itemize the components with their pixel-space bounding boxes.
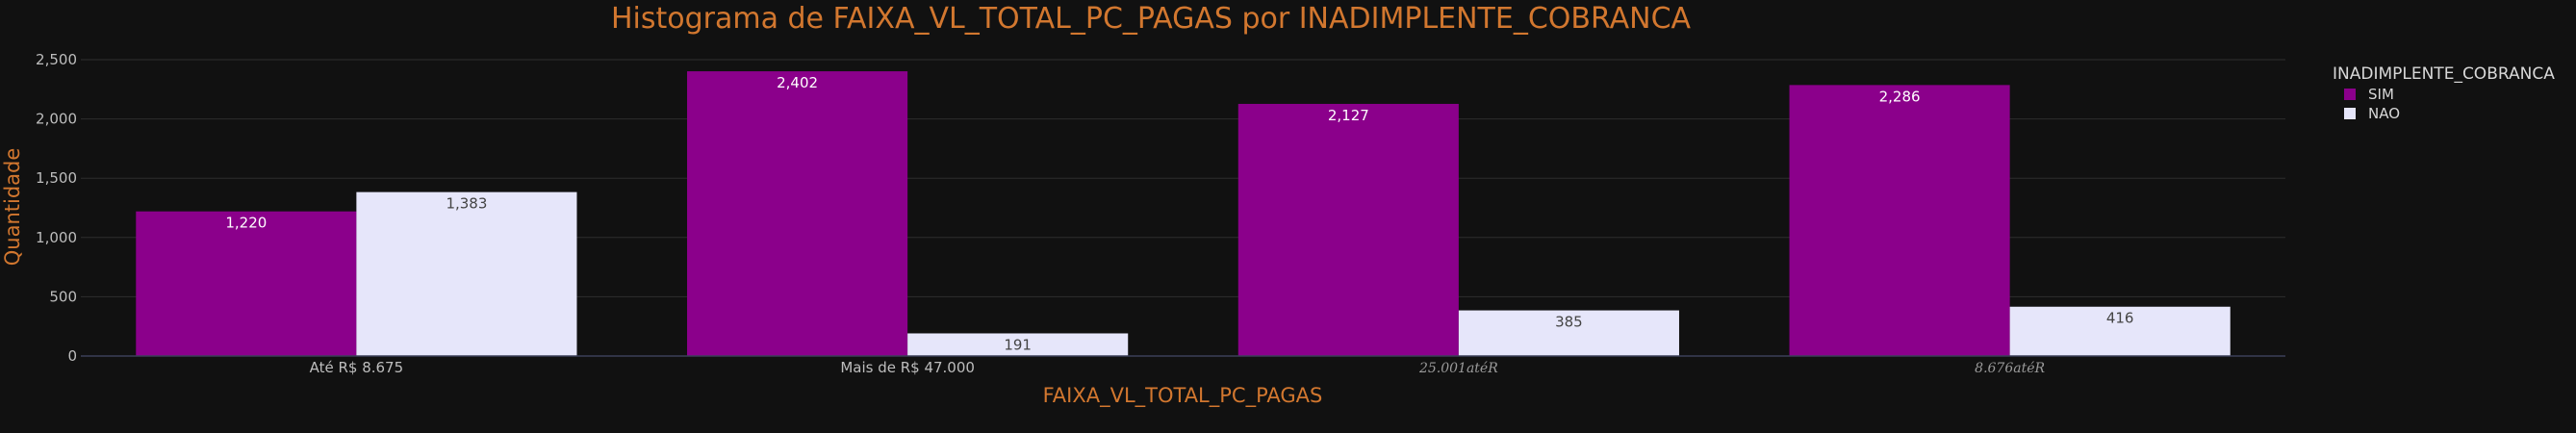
bar-value-label: 1,383 bbox=[446, 195, 487, 213]
bar-sim bbox=[687, 71, 908, 356]
y-tick-label: 0 bbox=[67, 347, 77, 365]
legend-title: INADIMPLENTE_COBRANCA bbox=[2333, 64, 2555, 84]
x-tick-label: 25.001atéR bbox=[1418, 361, 1498, 376]
bar-value-label: 2,286 bbox=[1879, 88, 1921, 105]
bars bbox=[136, 71, 2231, 356]
bar-value-label: 385 bbox=[1555, 314, 1583, 331]
y-tick-label: 1,500 bbox=[36, 169, 77, 187]
bar-nao bbox=[2009, 306, 2231, 356]
legend-swatch-nao bbox=[2344, 108, 2356, 119]
x-axis-title: FAIXA_VL_TOTAL_PC_PAGAS bbox=[1043, 384, 1323, 408]
legend-swatch-sim bbox=[2344, 89, 2356, 100]
legend-label-nao: NAO bbox=[2368, 105, 2400, 122]
bar-value-label: 416 bbox=[2106, 310, 2134, 327]
bar-sim bbox=[136, 211, 357, 356]
x-tick-label: Mais de R$ 47.000 bbox=[840, 359, 975, 376]
y-tick-label: 1,000 bbox=[36, 229, 77, 246]
bar-nao bbox=[907, 333, 1129, 356]
x-tick-label: Até R$ 8.675 bbox=[310, 359, 404, 376]
bar-labels: 1,220 1,383 2,402 191 2,127 385 2,286 416 bbox=[225, 74, 2133, 353]
chart-title: Histograma de FAIXA_VL_TOTAL_PC_PAGAS po… bbox=[611, 2, 1692, 36]
x-tick-label: 8.676atéR bbox=[1975, 361, 2045, 376]
x-axis-ticks: Até R$ 8.675 Mais de R$ 47.000 25.001atéR 8… bbox=[310, 359, 2046, 376]
y-axis-ticks: 0 500 1,000 1,500 2,000 2,500 bbox=[36, 51, 77, 365]
y-tick-label: 500 bbox=[49, 288, 77, 305]
legend-label-sim: SIM bbox=[2368, 86, 2394, 103]
bar-nao bbox=[356, 191, 577, 356]
y-tick-label: 2,500 bbox=[36, 51, 77, 68]
y-axis-title: Quantidade bbox=[1, 148, 24, 267]
bar-value-label: 1,220 bbox=[225, 215, 267, 232]
legend: INADIMPLENTE_COBRANCA SIM NAO bbox=[2333, 64, 2555, 122]
bar-sim bbox=[1237, 103, 1459, 356]
bar-sim bbox=[1789, 85, 2010, 356]
bar-value-label: 191 bbox=[1004, 336, 1032, 353]
y-tick-label: 2,000 bbox=[36, 111, 77, 128]
bar-nao bbox=[1458, 310, 1679, 356]
bar-value-label: 2,127 bbox=[1328, 107, 1369, 124]
bar-value-label: 2,402 bbox=[777, 74, 818, 91]
